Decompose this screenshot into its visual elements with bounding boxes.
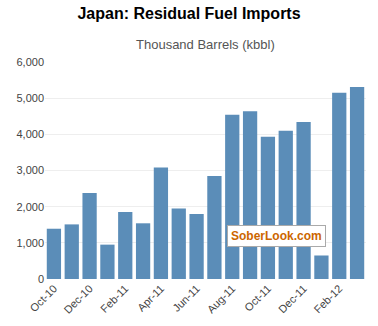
svg-text:Japan: Residual Fuel Imports: Japan: Residual Fuel Imports bbox=[77, 5, 300, 22]
svg-text:Jun-11: Jun-11 bbox=[170, 282, 202, 314]
svg-text:3,000: 3,000 bbox=[16, 164, 44, 176]
svg-text:Feb-12: Feb-12 bbox=[311, 282, 344, 315]
svg-text:Feb-11: Feb-11 bbox=[98, 282, 131, 315]
svg-text:SoberLook.com: SoberLook.com bbox=[231, 229, 322, 243]
svg-text:4,000: 4,000 bbox=[16, 128, 44, 140]
svg-text:2,000: 2,000 bbox=[16, 201, 44, 213]
svg-text:Oct-11: Oct-11 bbox=[242, 282, 273, 313]
svg-text:0: 0 bbox=[38, 273, 44, 285]
svg-text:5,000: 5,000 bbox=[16, 92, 44, 104]
svg-text:1,000: 1,000 bbox=[16, 237, 44, 249]
svg-text:Apr-11: Apr-11 bbox=[135, 282, 166, 313]
svg-text:Aug-11: Aug-11 bbox=[205, 282, 238, 315]
svg-text:Oct-10: Oct-10 bbox=[27, 282, 59, 314]
svg-text:Dec-10: Dec-10 bbox=[61, 282, 95, 316]
svg-text:Thousand Barrels (kbbl): Thousand Barrels (kbbl) bbox=[136, 37, 275, 52]
svg-text:Dec-11: Dec-11 bbox=[276, 282, 309, 315]
svg-text:6,000: 6,000 bbox=[16, 56, 44, 68]
